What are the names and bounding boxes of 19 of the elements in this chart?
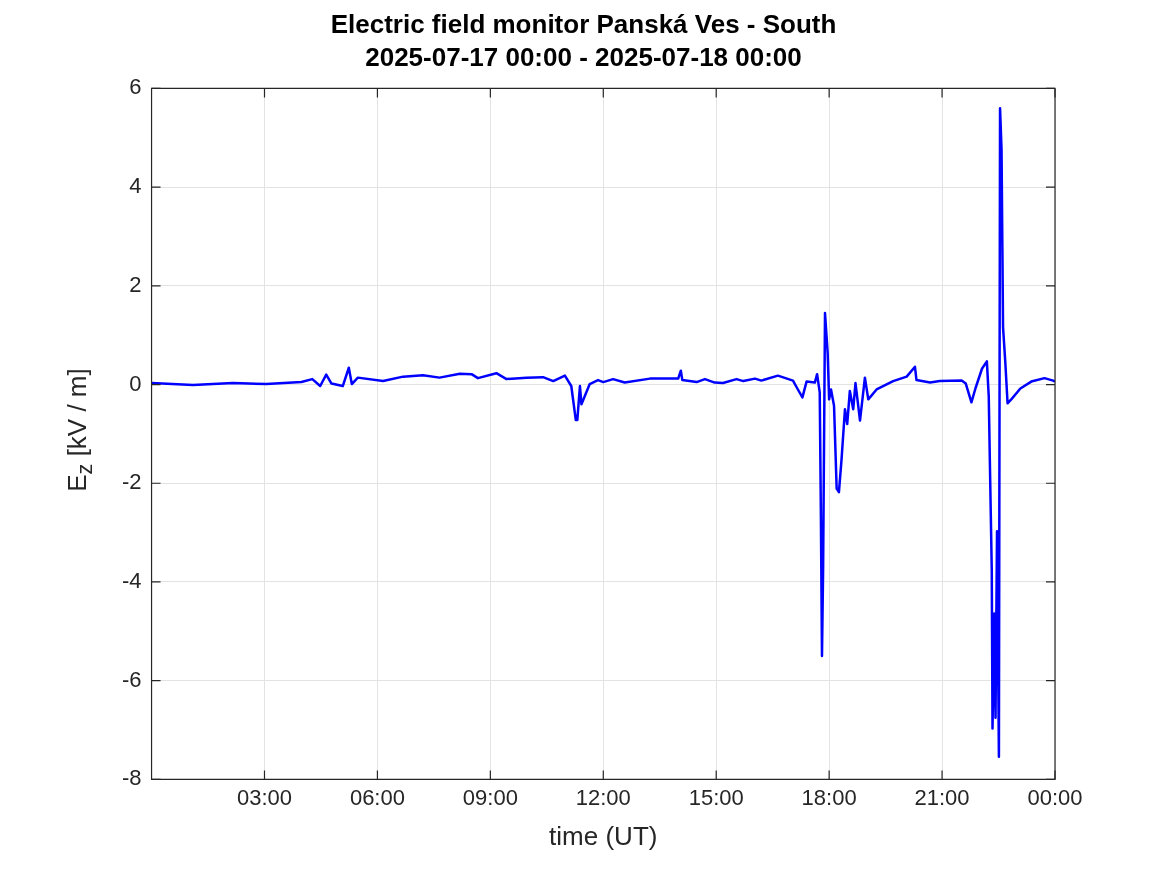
x-tick-label: 18:00: [801, 784, 857, 810]
x-tick-label: 09:00: [462, 784, 518, 810]
y-tick-label: 4: [129, 173, 142, 199]
x-tick-label: 06:00: [349, 784, 405, 810]
y-tick-label: 0: [129, 370, 142, 396]
chart-subtitle: 2025-07-17 00:00 - 2025-07-18 00:00: [365, 41, 802, 72]
y-tick-label: -4: [122, 568, 142, 594]
x-tick-label: 21:00: [914, 784, 970, 810]
x-axis-title: time (UT): [549, 820, 658, 851]
x-tick-label: 00:00: [1027, 784, 1083, 810]
chart-title: Electric field monitor Panská Ves - South: [330, 8, 837, 39]
y-tick-label: -6: [122, 666, 142, 692]
y-tick-label: -8: [122, 765, 142, 791]
x-tick-label: 15:00: [688, 784, 744, 810]
y-tick-label: 2: [129, 271, 142, 297]
y-tick-label: -2: [122, 469, 142, 495]
x-tick-label: 12:00: [575, 784, 631, 810]
x-tick-label: 03:00: [236, 784, 293, 810]
y-tick-label: 6: [129, 74, 142, 100]
